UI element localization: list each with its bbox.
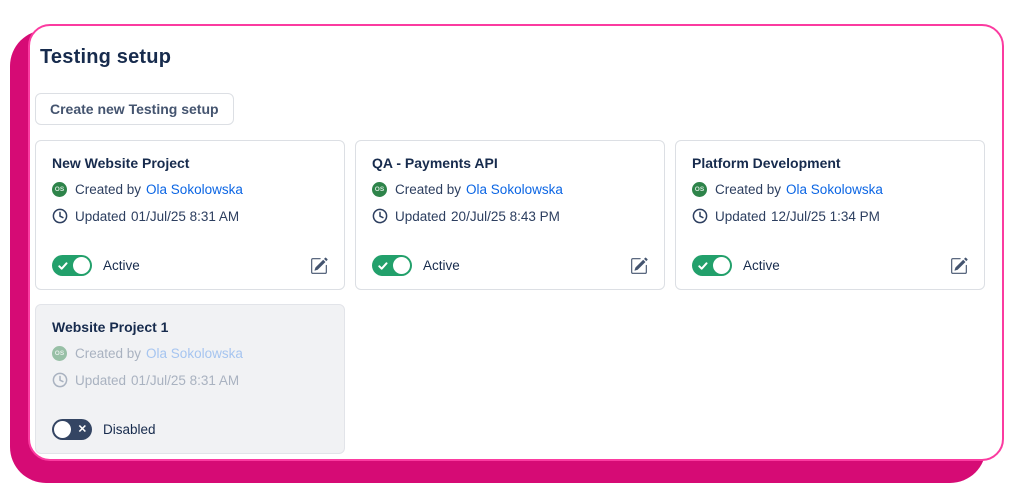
status-toggle[interactable] <box>52 255 92 276</box>
card-footer: Active <box>372 255 648 276</box>
updated-value: 20/Jul/25 8:43 PM <box>451 208 560 224</box>
card-footer: ✕ Disabled <box>52 419 328 440</box>
testing-setup-card: Website Project 1 OS Created by Ola Soko… <box>35 304 345 454</box>
clock-icon <box>692 208 708 224</box>
created-by-row: OS Created by Ola Sokolowska <box>692 182 968 197</box>
card-title: QA - Payments API <box>372 155 498 171</box>
updated-label: Updated <box>395 208 447 224</box>
clock-icon <box>372 208 388 224</box>
avatar: OS <box>372 182 387 197</box>
card-title: New Website Project <box>52 155 190 171</box>
edit-icon <box>950 257 968 275</box>
card-footer: Active <box>52 255 328 276</box>
status-label: Disabled <box>103 422 156 437</box>
updated-label: Updated <box>715 208 767 224</box>
author-link[interactable]: Ola Sokolowska <box>786 182 883 197</box>
updated-row: Updated 01/Jul/25 8:31 AM <box>52 208 328 224</box>
testing-setup-card: Platform Development OS Created by Ola S… <box>675 140 985 290</box>
edit-button[interactable] <box>310 257 328 275</box>
created-by-label: Created by <box>75 346 142 361</box>
check-icon <box>58 261 68 271</box>
avatar: OS <box>692 182 707 197</box>
toggle-knob <box>713 257 730 274</box>
card-title: Website Project 1 <box>52 319 169 335</box>
author-link[interactable]: Ola Sokolowska <box>146 182 243 197</box>
created-by-row: OS Created by Ola Sokolowska <box>52 182 328 197</box>
edit-button[interactable] <box>950 257 968 275</box>
avatar: OS <box>52 182 67 197</box>
edit-icon <box>310 257 328 275</box>
status-label: Active <box>423 258 460 273</box>
created-by-row: OS Created by Ola Sokolowska <box>372 182 648 197</box>
edit-icon <box>630 257 648 275</box>
clock-icon <box>52 208 68 224</box>
cards-grid: New Website Project OS Created by Ola So… <box>35 140 985 454</box>
updated-row: Updated 20/Jul/25 8:43 PM <box>372 208 648 224</box>
updated-value: 12/Jul/25 1:34 PM <box>771 208 880 224</box>
status-toggle[interactable]: ✕ <box>52 419 92 440</box>
status-label: Active <box>103 258 140 273</box>
created-by-label: Created by <box>75 182 142 197</box>
card-title: Platform Development <box>692 155 841 171</box>
create-testing-setup-button[interactable]: Create new Testing setup <box>35 93 234 125</box>
author-link[interactable]: Ola Sokolowska <box>146 346 243 361</box>
updated-value: 01/Jul/25 8:31 AM <box>131 208 240 224</box>
x-icon: ✕ <box>77 423 87 435</box>
page-title: Testing setup <box>40 46 172 68</box>
card-footer: Active <box>692 255 968 276</box>
toggle-knob <box>54 421 71 438</box>
updated-label: Updated <box>75 372 127 388</box>
updated-row: Updated 12/Jul/25 1:34 PM <box>692 208 968 224</box>
status-toggle[interactable] <box>372 255 412 276</box>
status-toggle[interactable] <box>692 255 732 276</box>
testing-setup-panel: Testing setup Create new Testing setup N… <box>28 24 1004 461</box>
testing-setup-card: New Website Project OS Created by Ola So… <box>35 140 345 290</box>
status-label: Active <box>743 258 780 273</box>
updated-label: Updated <box>75 208 127 224</box>
updated-value: 01/Jul/25 8:31 AM <box>131 372 240 388</box>
check-icon <box>698 261 708 271</box>
created-by-label: Created by <box>395 182 462 197</box>
toggle-knob <box>73 257 90 274</box>
author-link[interactable]: Ola Sokolowska <box>466 182 563 197</box>
clock-icon <box>52 372 68 388</box>
avatar: OS <box>52 346 67 361</box>
toggle-knob <box>393 257 410 274</box>
testing-setup-card: QA - Payments API OS Created by Ola Soko… <box>355 140 665 290</box>
check-icon <box>378 261 388 271</box>
created-by-label: Created by <box>715 182 782 197</box>
edit-button[interactable] <box>630 257 648 275</box>
created-by-row: OS Created by Ola Sokolowska <box>52 346 328 361</box>
updated-row: Updated 01/Jul/25 8:31 AM <box>52 372 328 388</box>
